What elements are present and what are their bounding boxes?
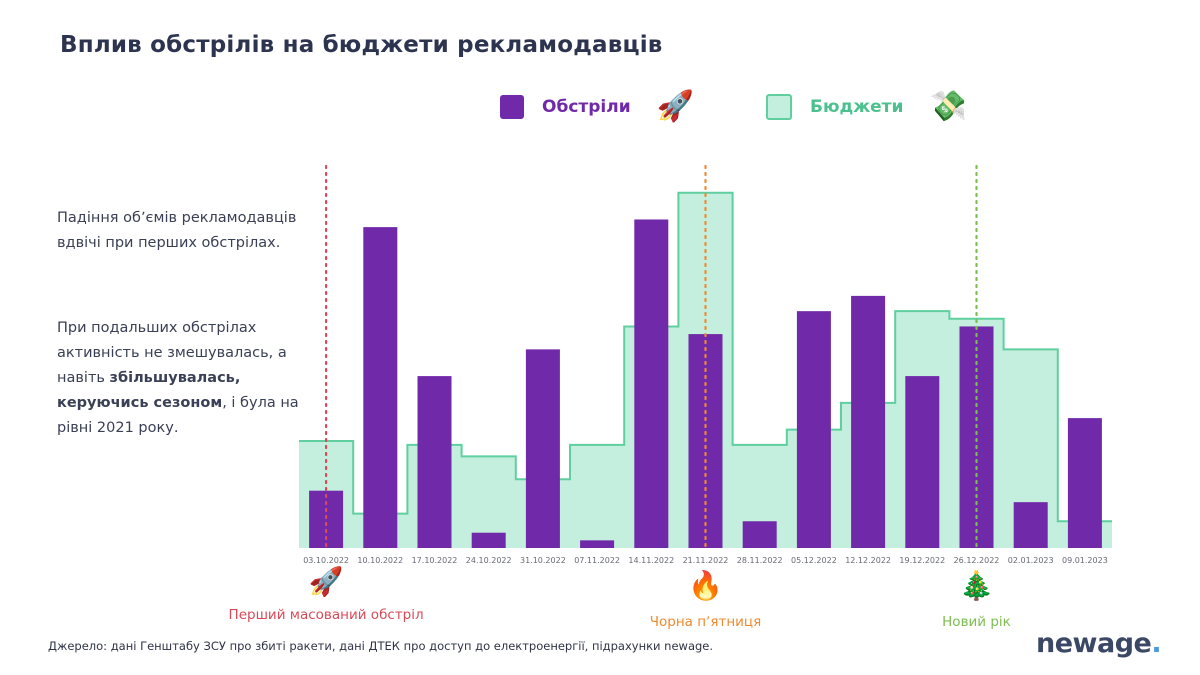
shelling-bar bbox=[959, 326, 994, 548]
legend-item-shelling: Обстріли 🚀 bbox=[500, 92, 694, 122]
x-tick-label: 05.12.2022 bbox=[791, 556, 837, 565]
chart-legend: Обстріли 🚀 Бюджети 💸 bbox=[0, 88, 1200, 128]
legend-swatch-shelling bbox=[500, 95, 524, 119]
shelling-bar bbox=[417, 376, 452, 548]
x-tick-label: 21.11.2022 bbox=[683, 556, 729, 565]
page-title: Вплив обстрілів на бюджети рекламодавців bbox=[60, 32, 663, 58]
x-tick-label: 26.12.2022 bbox=[954, 556, 1000, 565]
shelling-bar bbox=[1067, 418, 1102, 548]
x-tick-label: 31.10.2022 bbox=[520, 556, 566, 565]
shelling-bar bbox=[363, 227, 398, 548]
legend-label-shelling: Обстріли bbox=[542, 97, 631, 117]
x-tick-label: 07.11.2022 bbox=[574, 556, 620, 565]
logo-text: newage bbox=[1036, 628, 1152, 659]
x-tick-label: 28.11.2022 bbox=[737, 556, 783, 565]
rocket-icon: 🚀 bbox=[308, 565, 344, 598]
event-label: Перший масований обстріл bbox=[228, 607, 424, 623]
shelling-bar bbox=[905, 376, 940, 548]
legend-label-budgets: Бюджети bbox=[810, 97, 904, 117]
logo-dot: . bbox=[1151, 628, 1162, 659]
rocket-icon: 🚀 bbox=[656, 89, 694, 124]
shelling-bar bbox=[634, 219, 669, 549]
x-tick-label: 24.10.2022 bbox=[466, 556, 512, 565]
x-tick-label: 09.01.2023 bbox=[1062, 556, 1108, 565]
shelling-bar bbox=[525, 349, 560, 548]
legend-swatch-budgets bbox=[766, 94, 792, 120]
source-note: Джерело: дані Генштабу ЗСУ про збиті рак… bbox=[48, 639, 714, 653]
x-tick-label: 10.10.2022 bbox=[357, 556, 403, 565]
event-label: Новий рік bbox=[942, 614, 1011, 630]
money-icon: 💸 bbox=[929, 89, 967, 124]
x-tick-label: 12.12.2022 bbox=[845, 556, 891, 565]
shelling-bar bbox=[851, 295, 886, 548]
fire-percent-icon: 🔥 bbox=[688, 569, 723, 602]
event-label: Чорна пʼятниця bbox=[649, 614, 762, 630]
christmas-tree-icon: 🎄 bbox=[959, 569, 994, 602]
x-tick-label: 02.01.2023 bbox=[1008, 556, 1054, 565]
annotation-paragraph-2: При подальших обстрілах активність не зм… bbox=[57, 316, 307, 441]
annotation-paragraph-1: Падіння обʼємів рекламодавців вдвічі при… bbox=[57, 210, 297, 251]
newage-logo: newage. bbox=[1036, 628, 1162, 659]
budget-step-line bbox=[299, 191, 1112, 523]
annotation-p2-part-a: При подальших обстрілах активність не зм… bbox=[57, 320, 287, 386]
shelling-bar bbox=[1013, 502, 1048, 548]
shelling-bar bbox=[796, 311, 831, 548]
legend-item-budgets: Бюджети 💸 bbox=[766, 92, 967, 122]
shelling-bar bbox=[471, 532, 506, 548]
shelling-bar bbox=[742, 521, 777, 548]
x-tick-label: 03.10.2022 bbox=[303, 556, 349, 565]
shelling-bar bbox=[580, 540, 615, 548]
annotation-p2-bold: збільшувалась, керуючись сезоном bbox=[57, 370, 241, 411]
x-tick-label: 17.10.2022 bbox=[412, 556, 458, 565]
x-tick-label: 14.11.2022 bbox=[628, 556, 674, 565]
x-tick-label: 19.12.2022 bbox=[899, 556, 945, 565]
annotation-p2-part-c: , і була на рівні 2021 року. bbox=[57, 395, 299, 436]
